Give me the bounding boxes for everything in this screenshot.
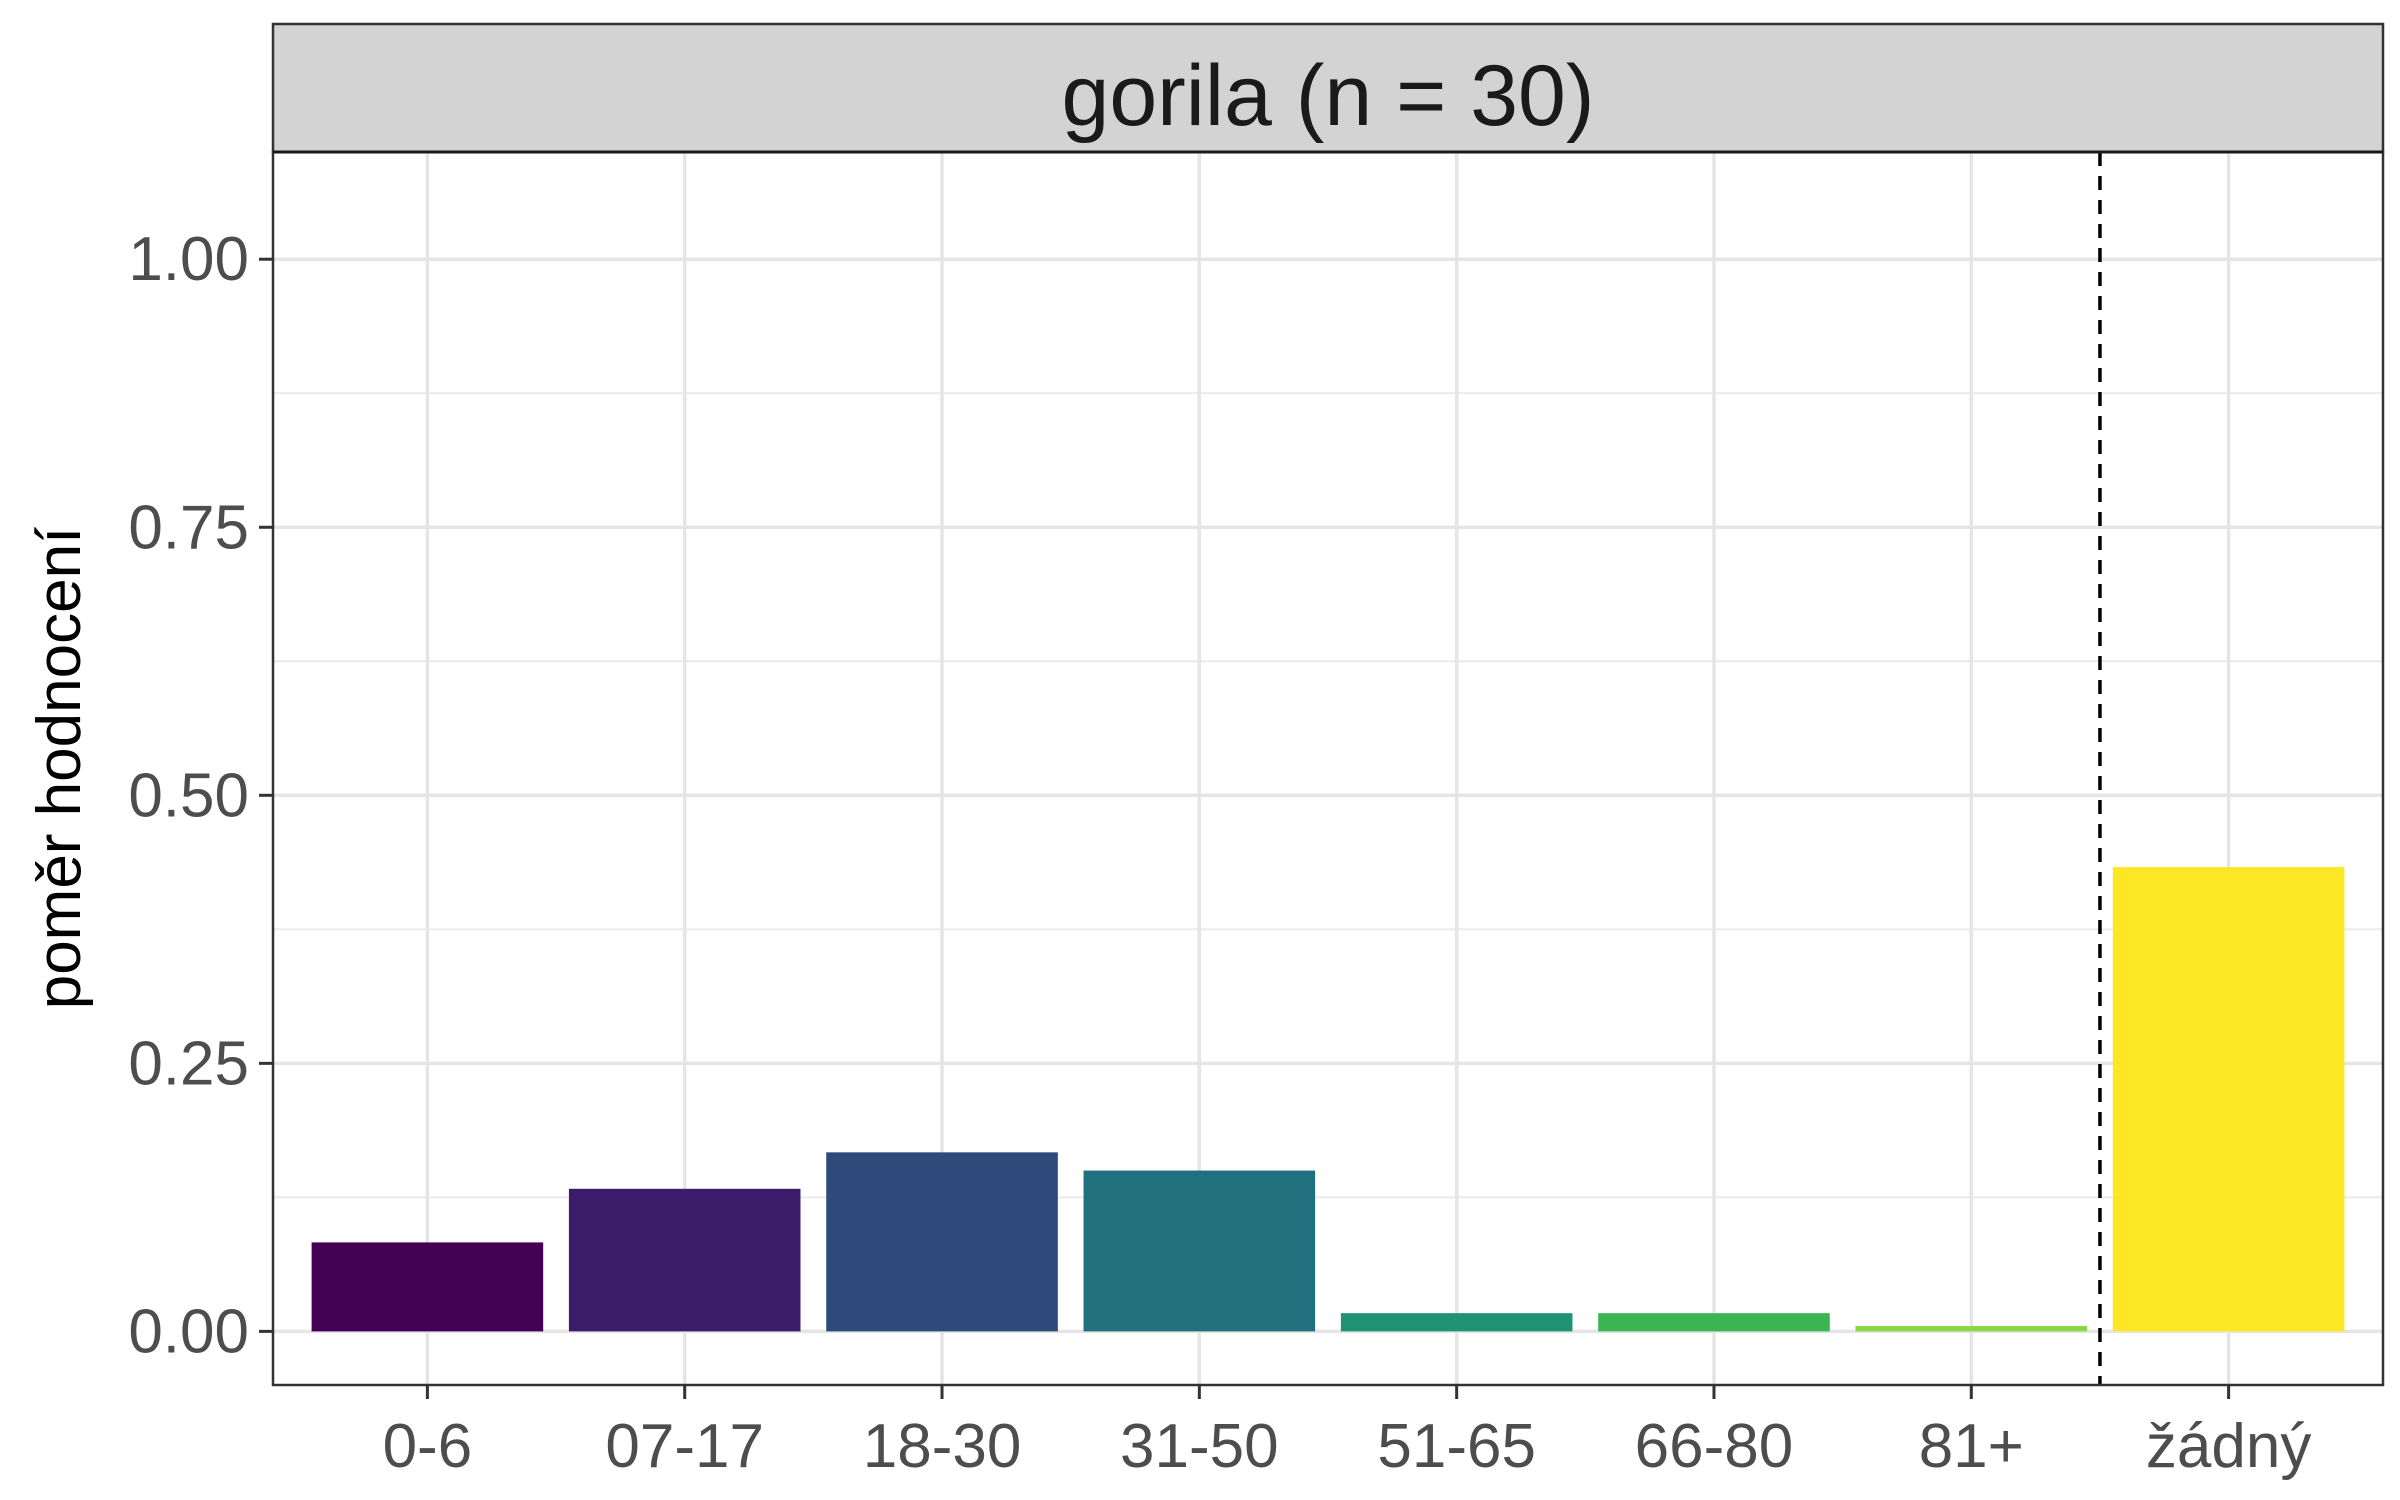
y-tick-label: 0.25: [128, 1029, 249, 1098]
x-tick-label: 0-6: [383, 1412, 473, 1481]
x-tick-label: 66-80: [1635, 1412, 1794, 1481]
bar-18-30: [826, 1152, 1058, 1332]
x-tick-label: 18-30: [863, 1412, 1022, 1481]
x-tick-label: žádný: [2146, 1412, 2311, 1481]
x-tick-label: 31-50: [1120, 1412, 1279, 1481]
y-tick-label: 0.75: [128, 493, 249, 562]
y-axis-title: poměr hodnocení: [25, 527, 94, 1010]
y-axis: 0.00 0.25 0.50 0.75 1.00: [128, 225, 273, 1366]
x-axis: 0-6 07-17 18-30 31-50 51-65 66-80 81+ žádný: [383, 1385, 2311, 1481]
x-tick-label: 07-17: [605, 1412, 764, 1481]
y-tick-label: 1.00: [128, 225, 249, 294]
y-tick-label: 0.50: [128, 761, 249, 830]
panel-strip: [271, 22, 2385, 154]
plot-panel: [273, 152, 2383, 1385]
bar-66-80: [1598, 1313, 1830, 1332]
bar-07-17: [568, 1188, 801, 1332]
bar-0-6: [311, 1242, 544, 1332]
x-tick-label: 81+: [1919, 1412, 2024, 1481]
gridlines: [273, 152, 2383, 1385]
bar-81+: [1855, 1326, 2088, 1332]
bars: [311, 867, 2345, 1332]
panel-title: gorila (n = 30): [1061, 48, 1594, 144]
y-tick-label: 0.00: [128, 1297, 249, 1366]
bar-51-65: [1340, 1313, 1573, 1332]
bar-žádný: [2112, 867, 2345, 1332]
bar-31-50: [1083, 1170, 1316, 1332]
x-tick-label: 51-65: [1377, 1412, 1536, 1481]
